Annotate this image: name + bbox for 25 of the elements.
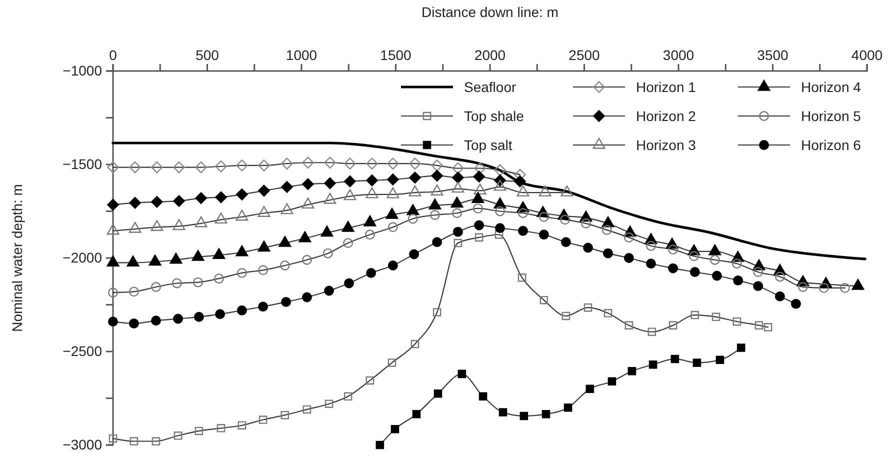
legend-label: Top shale (464, 108, 524, 124)
legend-label: Top salt (464, 136, 512, 153)
x-tick-label: 2000 (474, 47, 506, 63)
y-axis-title: Nominal water depth: m (9, 184, 25, 332)
y-tick-label: −2500 (62, 342, 102, 359)
legend-label: Horizon 1 (636, 78, 696, 95)
y-tick-label: −3000 (62, 436, 102, 452)
x-tick-label: 0 (109, 47, 118, 63)
legend-label: Horizon 3 (636, 136, 696, 153)
x-tick-label: 3000 (662, 47, 694, 63)
x-tick-label: 1000 (286, 47, 318, 63)
x-tick-label: 2500 (568, 47, 600, 63)
legend-label: Horizon 6 (801, 136, 862, 153)
x-tick-label: 500 (196, 47, 220, 63)
y-tick-label: −1500 (62, 156, 102, 172)
x-tick-label: 3500 (757, 47, 789, 63)
y-tick-label: −2000 (62, 249, 102, 266)
legend-label: Horizon 5 (801, 108, 862, 124)
x-tick-label: 1500 (380, 47, 412, 63)
y-tick-label: −1000 (62, 62, 102, 78)
x-tick-label: 4000 (851, 47, 883, 63)
x-axis-title: Distance down line: m (422, 4, 558, 20)
legend-label: Horizon 2 (636, 108, 696, 124)
legend-label: Horizon 4 (801, 78, 862, 95)
legend-label: Seafloor (464, 78, 516, 95)
